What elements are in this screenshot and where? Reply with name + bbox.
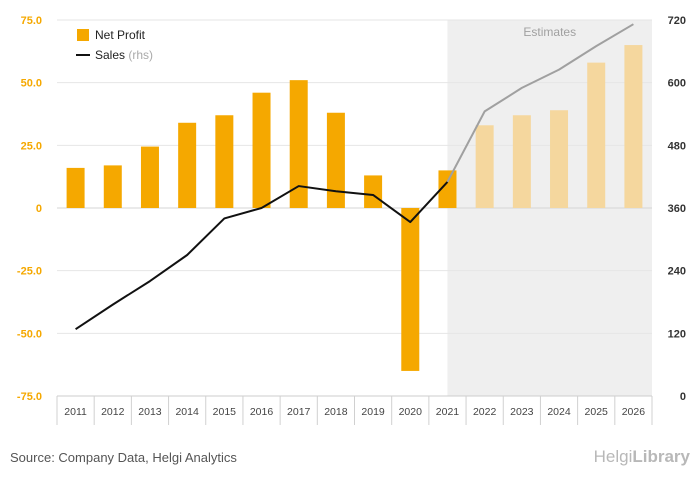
axes: 75.0 50.0 25.0 0 -25.0 -50.0 -75.0 720 600 480 360… <box>17 15 686 425</box>
net-profit-bars <box>66 45 643 371</box>
net-profit-bar-2021 <box>438 170 457 208</box>
left-axis-tick-label: 0 <box>36 203 42 215</box>
net-profit-bar-2022 <box>475 125 494 208</box>
left-axis-tick-label: 50.0 <box>21 78 42 90</box>
x-axis-tick-label: 2020 <box>399 406 423 418</box>
right-axis-tick-label: 600 <box>668 78 686 90</box>
legend-sales-name: Sales <box>95 48 128 62</box>
legend-swatch-net-profit <box>77 29 89 41</box>
legend-label-sales: Sales (rhs) <box>95 48 153 62</box>
x-axis-tick-label: 2015 <box>213 406 237 418</box>
sales-line-estimate <box>446 23 634 183</box>
left-axis-tick-label: -50.0 <box>17 328 42 340</box>
net-profit-bar-2026 <box>624 45 643 208</box>
helgi-library-logo: HelgiLibrary <box>593 447 690 466</box>
x-axis-tick-label: 2016 <box>250 406 274 418</box>
x-axis-tick-label: 2024 <box>547 406 571 418</box>
right-axis-tick-label: 480 <box>668 140 686 152</box>
x-axis-tick-label: 2014 <box>175 406 199 418</box>
x-axis-tick-label: 2011 <box>64 406 87 418</box>
x-axis-tick-label: 2021 <box>436 406 460 418</box>
net-profit-bar-2015 <box>215 115 234 208</box>
net-profit-bar-2025 <box>587 62 606 208</box>
net-profit-bar-2016 <box>252 92 271 208</box>
x-axis-tick-label: 2025 <box>585 406 609 418</box>
net-profit-bar-2024 <box>550 110 569 208</box>
left-axis-tick-label: -75.0 <box>17 391 42 403</box>
chart: Estimates 75.0 50.0 25.0 0 -25.0 -50.0 -75.0 72… <box>17 15 686 425</box>
estimates-label: Estimates <box>523 25 576 39</box>
net-profit-bar-2011 <box>66 167 85 208</box>
right-axis-tick-label: 120 <box>668 328 686 340</box>
right-axis-tick-label: 240 <box>668 266 686 278</box>
x-axis-tick-label: 2023 <box>510 406 534 418</box>
source-note: Source: Company Data, Helgi Analytics <box>10 450 237 465</box>
net-profit-bar-2023 <box>512 115 531 208</box>
x-axis-tick-label: 2022 <box>473 406 497 418</box>
right-axis-tick-label: 360 <box>668 203 686 215</box>
legend-label-net-profit: Net Profit <box>95 28 146 42</box>
right-axis-tick-label: 0 <box>680 391 686 403</box>
left-axis-tick-label: 25.0 <box>21 140 42 152</box>
net-profit-bar-2019 <box>364 175 383 208</box>
legend: Net Profit Sales (rhs) <box>76 28 153 62</box>
net-profit-bar-2012 <box>103 165 122 208</box>
x-axis-tick-label: 2018 <box>324 406 348 418</box>
net-profit-bar-2014 <box>178 122 197 208</box>
net-profit-bar-2013 <box>140 146 159 208</box>
net-profit-bar-2018 <box>326 112 345 208</box>
x-axis-tick-label: 2012 <box>101 406 125 418</box>
legend-sales-rhs: (rhs) <box>128 48 153 62</box>
left-axis-tick-label: -25.0 <box>17 266 42 278</box>
x-axis-tick-label: 2026 <box>622 406 646 418</box>
x-axis-tick-label: 2019 <box>361 406 385 418</box>
net-profit-bar-2017 <box>289 80 308 208</box>
net-profit-bar-2020 <box>401 208 420 371</box>
left-axis-tick-label: 75.0 <box>21 15 42 27</box>
sales-line-actual <box>75 181 449 330</box>
x-axis-tick-label: 2017 <box>287 406 311 418</box>
right-axis-tick-label: 720 <box>668 15 686 27</box>
sales-line <box>75 23 634 330</box>
x-axis-tick-label: 2013 <box>138 406 162 418</box>
